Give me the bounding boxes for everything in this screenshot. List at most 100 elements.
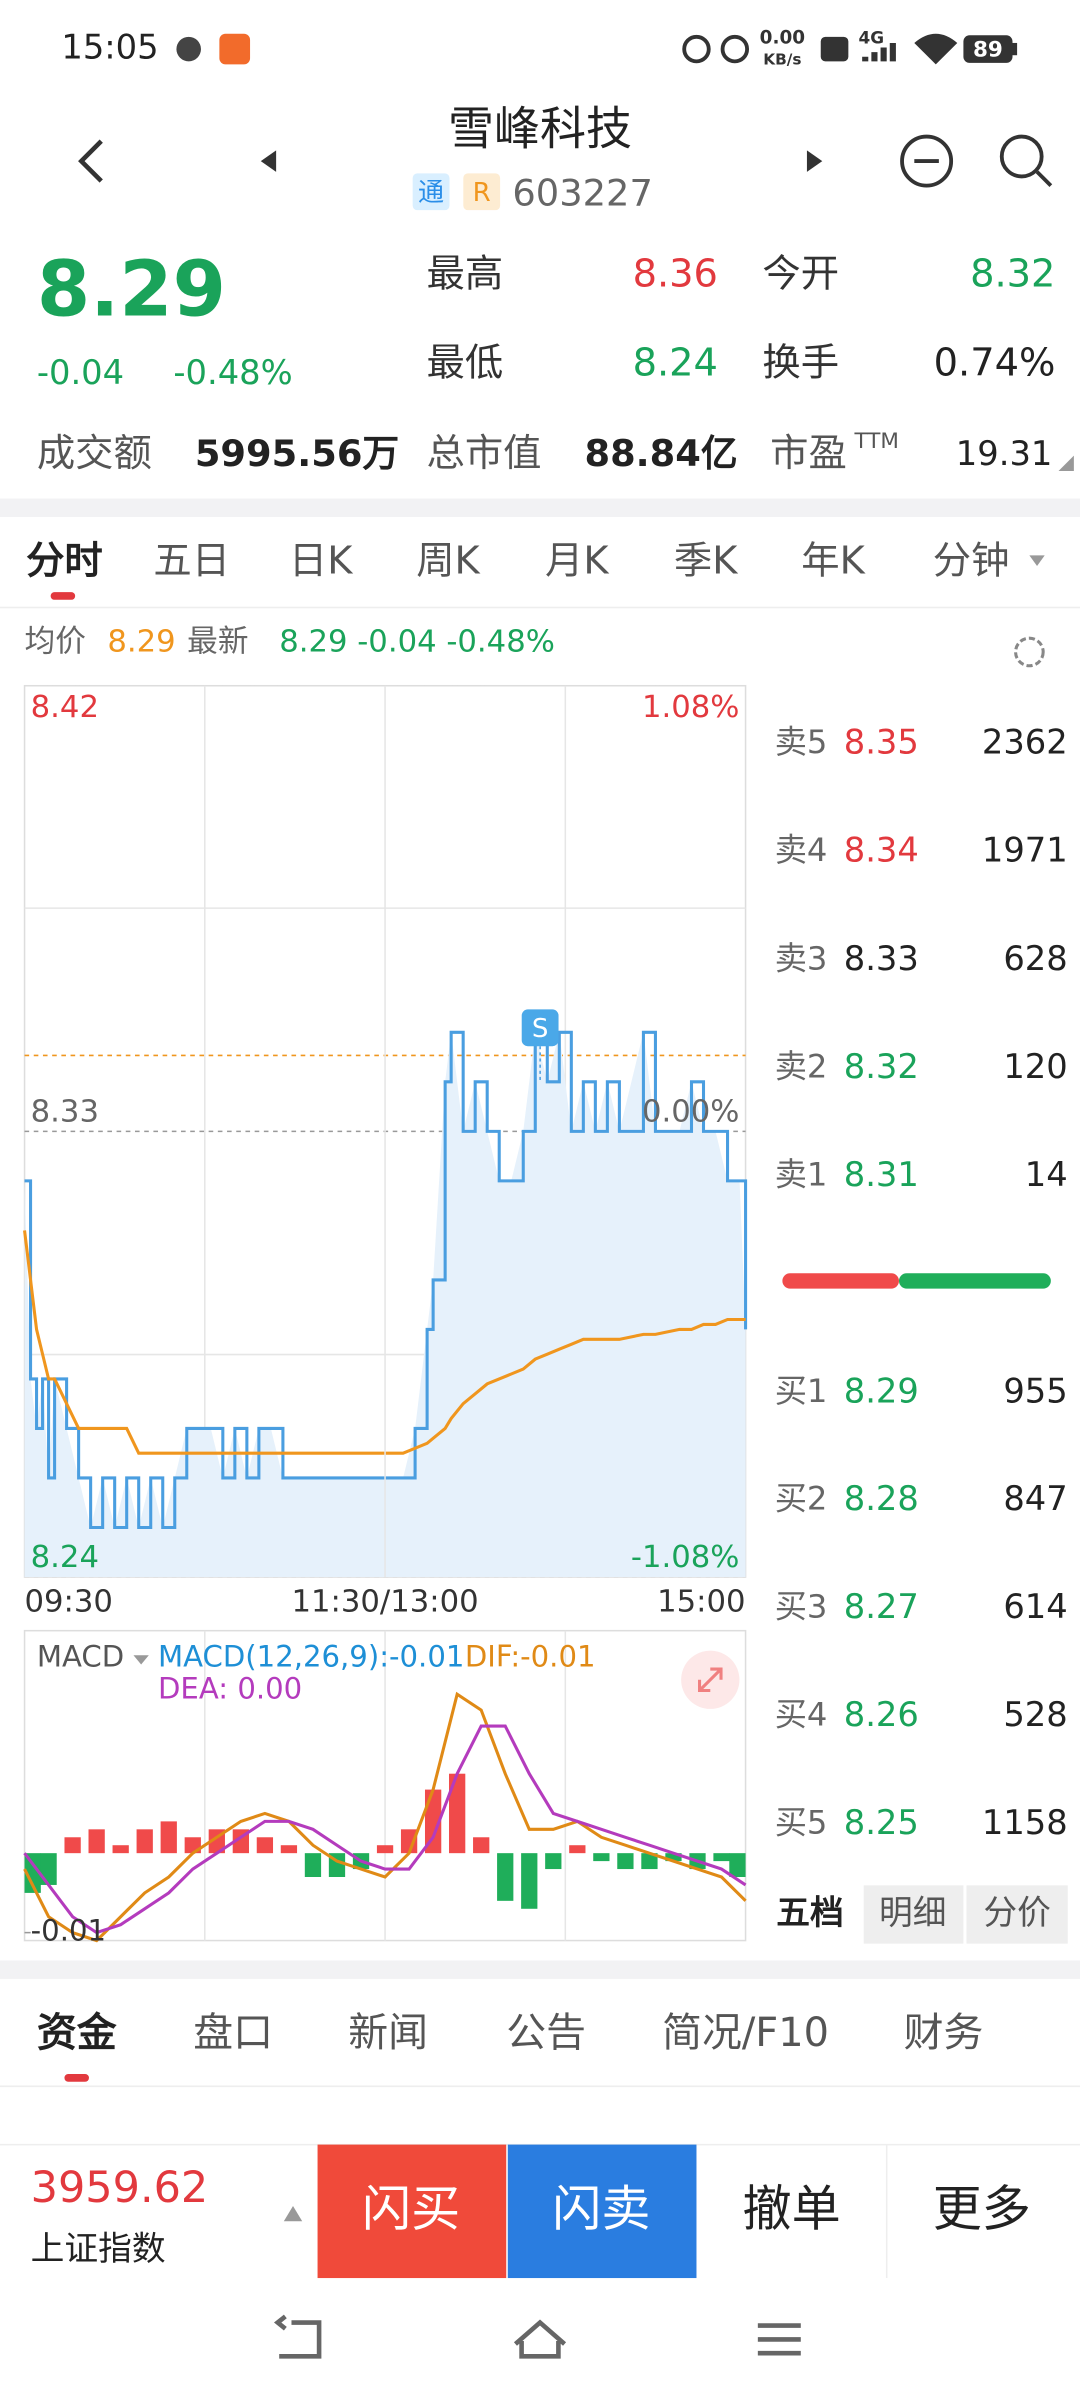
prev-stock[interactable] <box>260 150 277 172</box>
battery-level: 89 <box>973 38 1003 63</box>
more-button[interactable]: 更多 <box>933 2180 1031 2238</box>
separator <box>0 1960 1080 1979</box>
y2-tick-label: 0.00% <box>642 1094 739 1129</box>
macd-bar <box>729 1853 746 1878</box>
book-tab[interactable]: 五档 <box>776 1893 843 1932</box>
macd-bar <box>665 1853 682 1862</box>
content-tab[interactable]: 盘口 <box>193 2010 273 2056</box>
period-tab[interactable]: 日K <box>289 538 353 583</box>
book-volume: 628 <box>1003 939 1067 978</box>
y2-tick-label: 1.08% <box>642 690 739 725</box>
annotation: S <box>532 1014 549 1044</box>
macd-bar <box>449 1773 466 1854</box>
sell-button[interactable]: 闪卖 <box>552 2180 650 2238</box>
minute-dropdown[interactable] <box>1029 555 1045 567</box>
market-cap: 88.84亿 <box>584 432 737 475</box>
book-volume: 955 <box>1003 1371 1067 1410</box>
period-tab[interactable]: 分时 <box>26 538 103 583</box>
settings-button[interactable] <box>1014 636 1045 668</box>
badge-r: R <box>473 178 491 208</box>
app-icon <box>219 33 251 65</box>
macd-bar <box>617 1853 634 1870</box>
turnover: 5995.56万 <box>195 432 399 475</box>
book-label: 买2 <box>775 1480 828 1518</box>
book-label: 买1 <box>775 1372 828 1410</box>
bid-ratio-bar <box>898 1273 1051 1289</box>
indicator-name[interactable]: MACD <box>37 1639 124 1673</box>
order-book: 卖5 8.35 2362 卖4 8.34 1971 卖3 8.33 628 卖2 8.32 120 卖1… <box>775 723 1068 1842</box>
buy-button[interactable]: 闪买 <box>362 2180 460 2238</box>
book-label: 卖1 <box>775 1156 828 1194</box>
macd-bar <box>280 1845 298 1854</box>
index-value[interactable]: 3959.62 <box>31 2163 209 2213</box>
index-toggle[interactable] <box>283 2205 303 2222</box>
battery-icon <box>963 35 1013 63</box>
stat-label: 换手 <box>762 341 839 386</box>
search-button[interactable] <box>999 134 1044 179</box>
book-tab[interactable]: 分价 <box>983 1893 1050 1932</box>
macd-bar <box>473 1837 490 1854</box>
index-name[interactable]: 上证指数 <box>31 2229 166 2268</box>
content-tab[interactable]: 财务 <box>904 2010 984 2056</box>
book-price: 8.31 <box>844 1155 919 1194</box>
macd-bar <box>545 1853 562 1870</box>
macd-bar <box>136 1829 153 1854</box>
macd-bar <box>160 1821 177 1854</box>
price-area <box>24 1032 746 1577</box>
period-tab[interactable]: 分钟 <box>933 538 1010 583</box>
macd-bar <box>24 1853 41 1893</box>
stock-code: 603227 <box>512 171 652 214</box>
book-price: 8.33 <box>844 939 919 978</box>
x-tick-label: 11:30/13:00 <box>291 1585 478 1620</box>
stat-value: 8.32 <box>970 252 1055 297</box>
buy-button-bg[interactable] <box>317 2144 507 2279</box>
content-tab[interactable]: 诊 <box>1078 2010 1080 2056</box>
book-volume: 847 <box>1003 1479 1067 1518</box>
separator <box>0 498 1080 517</box>
remove-watch[interactable] <box>900 134 954 188</box>
signal-icon <box>862 42 896 62</box>
macd-bar <box>256 1837 274 1854</box>
stat-value: 8.36 <box>633 252 718 297</box>
alarm-icon <box>682 34 711 64</box>
indicator-dropdown[interactable] <box>133 1655 149 1665</box>
period-tab[interactable]: 月K <box>545 538 609 583</box>
expand-icon <box>698 1667 723 1693</box>
stat-label: 今开 <box>762 252 839 297</box>
badge-tong-bg <box>412 173 450 211</box>
period-tab[interactable]: 五日 <box>153 538 230 583</box>
annotation-box <box>521 1009 559 1047</box>
net-speed: 0.00 <box>760 27 805 48</box>
content-tab[interactable]: 简况/F10 <box>662 2010 829 2056</box>
avg-value: 8.29 <box>107 624 175 659</box>
next-stock[interactable] <box>806 150 823 172</box>
price-line <box>24 1030 748 1530</box>
content-tab[interactable]: 资金 <box>37 2010 117 2056</box>
nav-home[interactable] <box>513 2319 567 2359</box>
period-tab[interactable]: 季K <box>674 538 738 583</box>
avg-label: 均价 <box>25 624 86 659</box>
y-tick-label: 8.33 <box>31 1094 99 1129</box>
period-tab[interactable]: 周K <box>416 538 480 583</box>
tab-indicator <box>50 592 76 600</box>
book-volume: 1971 <box>982 831 1068 870</box>
book-label: 卖3 <box>775 939 828 977</box>
nav-menu[interactable] <box>757 2323 801 2356</box>
book-tab[interactable]: 明细 <box>879 1893 946 1932</box>
badge-r-bg <box>463 173 501 211</box>
content-tab[interactable]: 公告 <box>506 2010 586 2056</box>
battery-tip <box>1012 42 1018 56</box>
cancel-button[interactable]: 撤单 <box>743 2180 841 2238</box>
pe: 19.31 <box>956 434 1053 473</box>
content-tab[interactable]: 新闻 <box>348 2010 428 2056</box>
macd-chart: -0.01 <box>23 1691 747 1948</box>
book-price: 8.34 <box>844 831 919 870</box>
nav-back[interactable] <box>273 2314 322 2359</box>
back-button[interactable] <box>78 139 103 183</box>
macd-bar <box>497 1853 514 1901</box>
sell-button-bg[interactable] <box>507 2144 697 2279</box>
macd-bar <box>304 1853 322 1878</box>
period-tab[interactable]: 年K <box>801 538 865 583</box>
macd-bar <box>641 1853 658 1870</box>
